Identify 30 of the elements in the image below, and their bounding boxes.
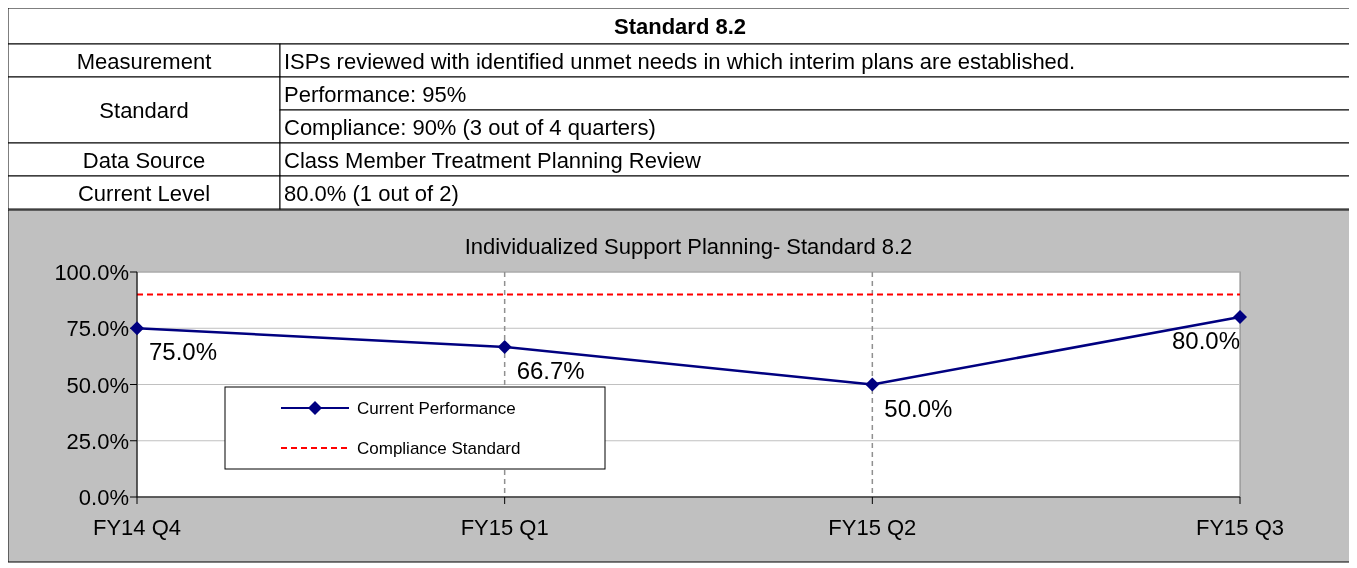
legend-label: Current Performance — [357, 399, 516, 418]
x-tick-label: FY15 Q1 — [460, 515, 549, 540]
text: Current Level — [77, 180, 211, 206]
data-label: 66.7% — [516, 356, 585, 384]
data-label: 75.0% — [149, 338, 218, 366]
y-tick-label: 100.0% — [54, 260, 129, 285]
text: ISPs reviewed with identified unmet needs in which interim plans are established. — [284, 49, 1076, 74]
x-tick-label: FY15 Q3 — [1195, 515, 1285, 540]
x-tick-label: FY15 Q2 — [828, 515, 917, 540]
text: Class Member Treatment Planning Review — [284, 148, 702, 173]
y-tick-label: 25.0% — [66, 428, 129, 454]
text: Standard — [99, 98, 189, 123]
text: Measurement — [76, 48, 212, 74]
x-tick-label: FY14 Q4 — [92, 515, 182, 540]
y-tick-label: 0.0% — [78, 485, 129, 510]
legend-label: Compliance Standard — [357, 439, 521, 458]
point — [865, 377, 880, 392]
data-label: 80.0% — [1171, 327, 1240, 354]
point — [1233, 310, 1247, 324]
text: Performance: 95% — [284, 82, 467, 107]
y-tick-label: 75.0% — [66, 316, 129, 342]
y-tick-label: 50.0% — [66, 372, 129, 398]
point — [497, 339, 512, 354]
point — [130, 321, 144, 336]
chart-title: Individualized Support Planning- Standard 8.2 — [464, 234, 913, 259]
data-label: 50.0% — [884, 394, 953, 422]
text: Compliance: 90% (3 out of 4 quarters) — [284, 115, 656, 140]
text: Data Source — [82, 147, 206, 173]
text: 80.0% (1 out of 2) — [284, 181, 459, 206]
text: Standard 8.2 — [613, 14, 747, 39]
